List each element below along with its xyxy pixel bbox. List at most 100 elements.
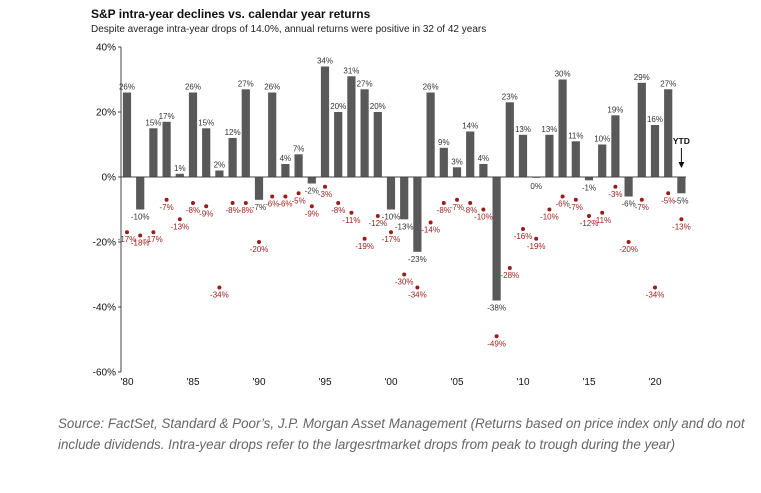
decline-value-label: -19%: [527, 242, 546, 251]
decline-value-label: -6%: [265, 200, 279, 209]
decline-value-label: -13%: [170, 222, 189, 231]
decline-value-label: -10%: [474, 213, 493, 222]
return-bar: [584, 177, 594, 181]
return-bar: [254, 177, 264, 200]
decline-point: [613, 184, 618, 189]
decline-value-label: -18%: [131, 239, 150, 248]
decline-value-label: -3%: [318, 190, 332, 199]
bar-value-label: 1%: [174, 164, 186, 173]
decline-value-label: -6%: [278, 200, 292, 209]
decline-value-label: -9%: [305, 209, 319, 218]
decline-point: [468, 201, 473, 205]
bar-value-label: -1%: [582, 183, 596, 192]
y-tick-label: 40%: [96, 43, 116, 54]
decline-point: [164, 197, 169, 202]
decline-value-label: -11%: [342, 216, 360, 225]
decline-point: [375, 214, 380, 218]
return-bar: [413, 177, 422, 252]
decline-point: [534, 236, 539, 241]
x-tick-label: '80: [120, 377, 133, 388]
decline-point: [587, 214, 591, 218]
decline-point: [573, 197, 578, 202]
decline-value-label: -17%: [144, 235, 163, 244]
return-bar: [188, 92, 198, 177]
return-bar: [149, 128, 158, 178]
decline-point: [402, 272, 407, 277]
bar-value-label: 27%: [238, 79, 254, 88]
return-bar: [598, 144, 607, 177]
bar-value-label: 11%: [568, 131, 583, 140]
bar-value-label: 27%: [660, 79, 676, 88]
bar-value-label: 20%: [330, 102, 346, 111]
decline-point: [679, 217, 684, 222]
decline-point: [270, 194, 275, 199]
bar-value-label: 29%: [634, 73, 650, 82]
bar-value-label: 13%: [541, 125, 557, 134]
return-bar: [426, 92, 435, 177]
decline-point: [494, 334, 499, 339]
x-tick-label: '20: [648, 377, 661, 388]
decline-value-label: -3%: [608, 190, 622, 199]
return-bar: [452, 167, 462, 178]
bar-value-label: -7%: [252, 203, 266, 212]
return-bar: [677, 177, 686, 194]
bar-value-label: 10%: [594, 135, 610, 144]
decline-point: [309, 204, 314, 209]
decline-point: [547, 207, 552, 212]
chart-title: S&P intra-year declines vs. calendar yea…: [91, 7, 371, 21]
return-bar: [624, 177, 633, 197]
return-bar: [307, 177, 316, 184]
decline-point: [455, 197, 459, 202]
bar-value-label: -6%: [621, 200, 635, 209]
bar-value-label: -10%: [382, 213, 401, 222]
decline-value-label: -8%: [437, 206, 451, 215]
decline-value-label: -7%: [450, 203, 464, 212]
bar-value-label: 26%: [423, 83, 439, 92]
bar-value-label: 17%: [159, 112, 175, 121]
x-tick-label: '95: [318, 377, 331, 388]
decline-value-label: -8%: [239, 206, 253, 215]
bar-value-label: 19%: [607, 105, 623, 114]
decline-value-label: -19%: [355, 242, 374, 251]
decline-point: [217, 285, 222, 290]
decline-value-label: -34%: [408, 291, 427, 300]
ytd-arrow-head: [678, 162, 685, 168]
bar-value-label: 34%: [317, 57, 333, 66]
decline-point: [125, 230, 129, 235]
decline-point: [600, 210, 605, 215]
return-bar: [268, 92, 277, 177]
bar-value-label: 16%: [647, 115, 663, 124]
decline-point: [428, 220, 433, 225]
decline-value-label: -12%: [368, 219, 387, 228]
bar-value-label: 31%: [343, 66, 359, 75]
decline-point: [481, 207, 486, 212]
return-bar: [228, 138, 237, 177]
return-bar: [294, 154, 303, 178]
decline-value-label: -34%: [210, 291, 229, 300]
return-bar: [558, 79, 567, 177]
x-tick-label: '10: [516, 377, 529, 388]
decline-value-label: -17%: [382, 235, 401, 244]
bar-value-label: -2%: [305, 187, 319, 196]
bar-value-label: 13%: [515, 125, 531, 134]
bar-value-label: 26%: [185, 83, 201, 92]
x-tick-label: '05: [450, 377, 463, 388]
return-bar: [386, 177, 396, 210]
decline-value-label: -16%: [514, 232, 533, 241]
decline-value-label: -9%: [199, 209, 213, 218]
bar-value-label: 20%: [370, 102, 386, 111]
y-tick-label: 0%: [102, 173, 117, 184]
decline-point: [243, 201, 248, 205]
return-bar: [136, 177, 145, 210]
y-tick-label: -40%: [93, 303, 116, 314]
return-bar: [320, 66, 330, 177]
return-bar: [505, 102, 514, 178]
bar-value-label: 15%: [145, 118, 161, 127]
x-tick-label: '90: [252, 377, 265, 388]
return-bar: [122, 92, 132, 177]
decline-value-label: -13%: [672, 222, 691, 231]
bar-value-label: -13%: [395, 222, 414, 231]
ytd-annotation: YTD: [673, 136, 690, 146]
decline-value-label: -49%: [487, 339, 506, 348]
decline-point: [191, 201, 195, 205]
